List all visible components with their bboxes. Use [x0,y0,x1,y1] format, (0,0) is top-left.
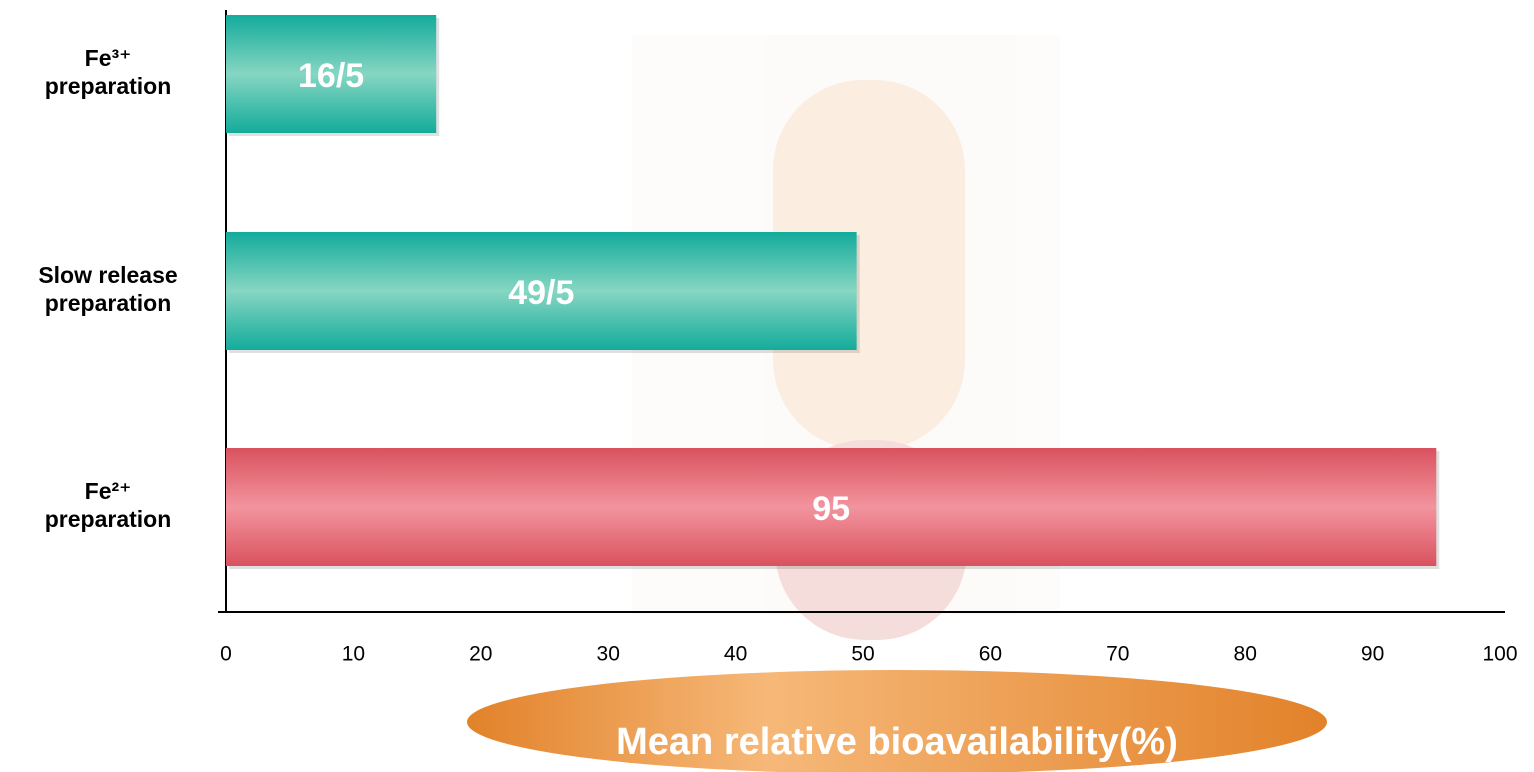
x-tick-label: 40 [724,643,747,666]
value-label: 95 [812,490,850,528]
x-tick-label: 70 [1106,643,1129,666]
y-tick-label: Fe³⁺ preparation [45,45,172,99]
x-tick-label: 20 [469,643,492,666]
x-tick-label: 30 [597,643,620,666]
x-tick-label: 50 [851,643,874,666]
x-tick-label: 80 [1234,643,1257,666]
x-axis-title: Mean relative bioavailability(%) [616,721,1178,763]
bar [226,448,1437,566]
x-tick-label: 100 [1482,643,1517,666]
bar [226,232,857,350]
x-title-badge [467,670,1327,772]
value-label: 16/5 [298,57,364,95]
x-tick-label: 0 [220,643,232,666]
x-tick-label: 10 [342,643,365,666]
y-tick-label: Slow release preparation [38,262,177,316]
bar [226,15,437,133]
x-tick-label: 60 [979,643,1002,666]
y-tick-label: Fe²⁺ preparation [45,478,172,532]
value-label: 49/5 [508,274,574,312]
x-tick-label: 90 [1361,643,1384,666]
